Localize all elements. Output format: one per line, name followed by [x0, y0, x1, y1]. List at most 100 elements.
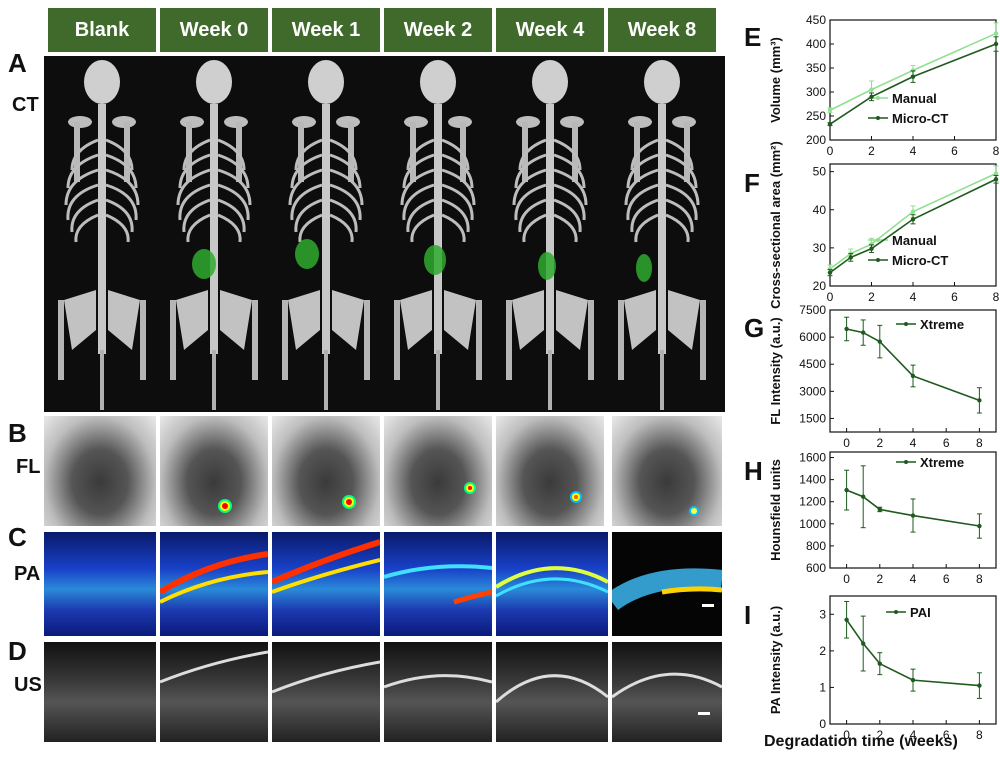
x-tick-label-e: 0 [827, 144, 834, 158]
us-image-week-2 [384, 642, 492, 742]
legend-marker-h [904, 460, 908, 464]
row-label-fl: FL [16, 456, 40, 479]
y-tick-label-i: 3 [819, 607, 826, 621]
legend-label-e: Micro-CT [892, 111, 948, 126]
data-point-f [911, 209, 915, 213]
data-point-h [911, 513, 915, 517]
data-point-h [878, 507, 882, 511]
x-tick-label-f: 4 [910, 290, 917, 304]
y-tick-label-i: 1 [819, 680, 826, 694]
x-tick-label-g: 8 [976, 436, 983, 450]
pa-image-week-8 [612, 532, 722, 636]
y-tick-label-i: 2 [819, 644, 826, 658]
data-point-g [911, 374, 915, 378]
y-tick-label-h: 1400 [799, 473, 826, 487]
y-tick-label-e: 200 [806, 133, 826, 147]
y-tick-label-e: 300 [806, 85, 826, 99]
pa-image-blank [44, 532, 156, 636]
panel-letter-d: D [8, 636, 27, 667]
data-point-e [869, 87, 873, 91]
us-image-week-1 [272, 642, 380, 742]
column-header-week-1: Week 1 [272, 8, 380, 52]
fl-image-week-1 [272, 416, 380, 526]
legend-marker-i [894, 610, 898, 614]
implant-week-4 [538, 252, 556, 280]
ct-image-strip [44, 56, 725, 412]
x-tick-label-h: 8 [976, 572, 983, 586]
y-tick-label-h: 1000 [799, 517, 826, 531]
data-point-f [994, 177, 998, 181]
y-tick-label-g: 7500 [799, 303, 826, 317]
row-label-ct: CT [12, 94, 39, 117]
data-point-i [977, 683, 981, 687]
data-point-f [849, 255, 853, 259]
y-tick-label-g: 1500 [799, 411, 826, 425]
data-point-i [911, 678, 915, 682]
fl-image-week-8 [612, 416, 722, 526]
data-point-g [977, 398, 981, 402]
data-point-h [977, 524, 981, 528]
legend-label-e: Manual [892, 91, 937, 106]
x-tick-label-e: 2 [868, 144, 875, 158]
implant-week-2 [424, 245, 446, 275]
y-tick-label-h: 800 [806, 539, 826, 553]
panel-letter-b: B [8, 418, 27, 449]
y-tick-label-f: 50 [813, 165, 827, 179]
y-tick-label-e: 350 [806, 61, 826, 75]
data-point-e [994, 31, 998, 35]
implant-week-1 [295, 239, 319, 269]
shared-x-axis-label: Degradation time (weeks) [764, 733, 1000, 751]
legend-marker-f [876, 258, 880, 262]
fl-image-week-0 [160, 416, 268, 526]
y-tick-label-f: 20 [813, 279, 827, 293]
y-tick-label-g: 4500 [799, 357, 826, 371]
x-tick-label-e: 6 [951, 144, 958, 158]
pa-image-week-1 [272, 532, 380, 636]
x-tick-label-f: 6 [951, 290, 958, 304]
us-image-blank [44, 642, 156, 742]
legend-marker-e [876, 116, 880, 120]
y-axis-label-f: Cross-sectional area (mm²) [768, 141, 783, 309]
y-tick-label-g: 6000 [799, 330, 826, 344]
data-point-g [861, 330, 865, 334]
us-image-week-4 [496, 642, 608, 742]
legend-marker-g [904, 322, 908, 326]
data-point-e [828, 108, 832, 112]
panel-letter-a: A [8, 48, 27, 79]
y-tick-label-i: 0 [819, 717, 826, 731]
y-tick-label-h: 600 [806, 561, 826, 575]
x-tick-label-e: 8 [993, 144, 1000, 158]
legend-marker-e [876, 96, 880, 100]
x-tick-label-f: 8 [993, 290, 1000, 304]
row-label-pa: PA [14, 563, 40, 586]
legend-label-i: PAI [910, 605, 931, 620]
pa-image-week-4 [496, 532, 608, 636]
x-tick-label-f: 2 [868, 290, 875, 304]
fl-image-week-4 [496, 416, 604, 526]
x-tick-label-f: 0 [827, 290, 834, 304]
y-tick-label-f: 30 [813, 241, 827, 255]
us-image-week-0 [160, 642, 268, 742]
y-axis-label-i: PA Intensity (a.u.) [768, 606, 783, 714]
x-tick-label-h: 2 [876, 572, 883, 586]
y-tick-label-e: 450 [806, 13, 826, 27]
legend-label-f: Manual [892, 233, 937, 248]
us-image-week-8 [612, 642, 722, 742]
column-header-week-2: Week 2 [384, 8, 492, 52]
pa-image-week-2 [384, 532, 492, 636]
legend-label-f: Micro-CT [892, 253, 948, 268]
column-header-blank: Blank [48, 8, 156, 52]
column-header-week-0: Week 0 [160, 8, 268, 52]
pa-image-week-0 [160, 532, 268, 636]
data-point-g [844, 327, 848, 331]
data-point-f [869, 246, 873, 250]
x-tick-label-g: 4 [910, 436, 917, 450]
data-point-f [828, 270, 832, 274]
column-header-week-8: Week 8 [608, 8, 716, 52]
y-axis-label-e: Volume (mm³) [768, 37, 783, 123]
row-label-us: US [14, 674, 42, 697]
ct-skeletons [44, 56, 725, 412]
y-tick-label-h: 1600 [799, 451, 826, 465]
data-point-h [861, 495, 865, 499]
